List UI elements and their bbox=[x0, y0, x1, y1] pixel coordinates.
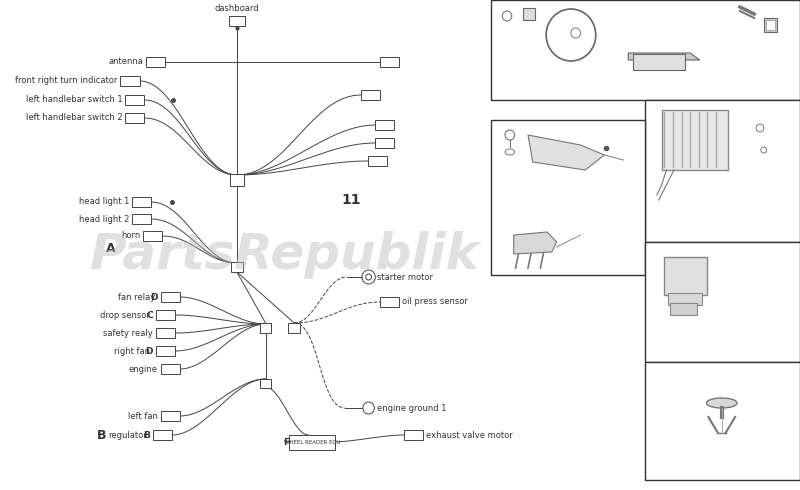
Text: regulator: regulator bbox=[109, 431, 147, 440]
Polygon shape bbox=[528, 135, 604, 170]
Bar bbox=[156, 328, 175, 338]
Text: 18: 18 bbox=[767, 18, 779, 26]
Bar bbox=[132, 197, 151, 207]
Text: B: B bbox=[97, 428, 106, 441]
Text: WHEEL READER ECU: WHEEL READER ECU bbox=[284, 440, 341, 444]
Bar bbox=[375, 120, 394, 130]
Bar bbox=[665, 257, 707, 295]
Bar bbox=[289, 323, 300, 333]
Text: 7: 7 bbox=[777, 111, 783, 120]
Bar bbox=[231, 262, 242, 272]
Text: safety realy: safety realy bbox=[103, 328, 153, 338]
Text: D: D bbox=[785, 247, 795, 260]
Text: 6: 6 bbox=[671, 100, 677, 109]
Bar bbox=[260, 323, 271, 333]
Text: D: D bbox=[146, 346, 153, 356]
Text: right fan: right fan bbox=[114, 346, 150, 356]
Text: engine: engine bbox=[129, 365, 158, 373]
Bar bbox=[132, 214, 151, 224]
Bar bbox=[230, 16, 245, 26]
Text: 17: 17 bbox=[745, 3, 756, 13]
Bar bbox=[490, 0, 800, 100]
Text: antenna: antenna bbox=[109, 57, 143, 67]
Bar bbox=[126, 95, 144, 105]
Text: 6: 6 bbox=[649, 143, 655, 151]
Ellipse shape bbox=[706, 398, 737, 408]
Text: 2: 2 bbox=[506, 7, 512, 17]
Text: fan relay: fan relay bbox=[118, 293, 155, 301]
Text: D: D bbox=[150, 293, 158, 301]
Text: 12: 12 bbox=[650, 251, 661, 261]
Bar bbox=[662, 110, 729, 170]
Bar bbox=[523, 8, 534, 20]
Text: A: A bbox=[106, 242, 116, 254]
Bar bbox=[368, 156, 386, 166]
Polygon shape bbox=[628, 53, 700, 60]
Text: oil press sensor: oil press sensor bbox=[402, 297, 468, 307]
Bar bbox=[361, 90, 380, 100]
Bar bbox=[766, 20, 775, 30]
Bar bbox=[380, 297, 399, 307]
Bar bbox=[156, 346, 175, 356]
Text: left fan: left fan bbox=[128, 412, 158, 420]
Text: 14: 14 bbox=[498, 248, 510, 258]
Bar bbox=[668, 293, 702, 305]
Bar bbox=[380, 57, 399, 67]
Bar bbox=[646, 362, 800, 480]
Text: 13: 13 bbox=[649, 275, 661, 285]
Bar bbox=[633, 54, 686, 70]
Text: 8: 8 bbox=[787, 175, 794, 185]
Text: front right turn indicator: front right turn indicator bbox=[15, 76, 118, 85]
Bar bbox=[646, 242, 800, 362]
Text: head light 2: head light 2 bbox=[78, 215, 129, 223]
Text: A: A bbox=[495, 5, 505, 18]
Text: 1: 1 bbox=[582, 25, 588, 34]
Bar bbox=[161, 364, 180, 374]
Polygon shape bbox=[514, 232, 557, 254]
Bar bbox=[375, 138, 394, 148]
Text: left handlebar switch 2: left handlebar switch 2 bbox=[26, 114, 122, 122]
Text: 11: 11 bbox=[342, 193, 361, 207]
Text: 10: 10 bbox=[493, 146, 504, 154]
Text: drop sensor: drop sensor bbox=[100, 311, 150, 319]
Bar bbox=[490, 120, 646, 275]
Bar bbox=[146, 57, 166, 67]
Bar bbox=[153, 430, 172, 440]
Text: 4: 4 bbox=[707, 103, 713, 113]
Text: B: B bbox=[143, 431, 150, 440]
Bar bbox=[230, 174, 243, 186]
Text: C: C bbox=[146, 311, 153, 319]
Text: starter motor: starter motor bbox=[378, 272, 434, 281]
Text: dashboard: dashboard bbox=[214, 4, 259, 13]
Bar bbox=[121, 76, 139, 86]
Text: PartsRepublik: PartsRepublik bbox=[90, 231, 479, 279]
Bar bbox=[764, 18, 777, 32]
Text: 3: 3 bbox=[530, 9, 536, 19]
Text: 9: 9 bbox=[497, 127, 502, 137]
Text: engine ground 1: engine ground 1 bbox=[378, 403, 446, 413]
Bar bbox=[126, 113, 144, 123]
Text: F: F bbox=[283, 438, 290, 446]
Text: C: C bbox=[631, 125, 641, 138]
Bar bbox=[260, 378, 271, 388]
Bar bbox=[156, 310, 175, 320]
Text: 15: 15 bbox=[778, 367, 795, 380]
Text: head light 1: head light 1 bbox=[78, 197, 129, 206]
Bar bbox=[143, 231, 162, 241]
Bar bbox=[290, 435, 335, 449]
Bar bbox=[670, 303, 697, 315]
Text: horn: horn bbox=[122, 231, 141, 241]
Text: 5: 5 bbox=[649, 103, 655, 113]
Text: 16: 16 bbox=[661, 3, 672, 13]
Text: left handlebar switch 1: left handlebar switch 1 bbox=[26, 96, 122, 104]
Text: exhaust valve motor: exhaust valve motor bbox=[426, 431, 513, 440]
Bar bbox=[646, 100, 800, 242]
Bar bbox=[161, 292, 180, 302]
Bar bbox=[161, 411, 180, 421]
Text: B: B bbox=[786, 105, 795, 118]
Bar bbox=[404, 430, 423, 440]
Text: 7: 7 bbox=[770, 161, 775, 170]
